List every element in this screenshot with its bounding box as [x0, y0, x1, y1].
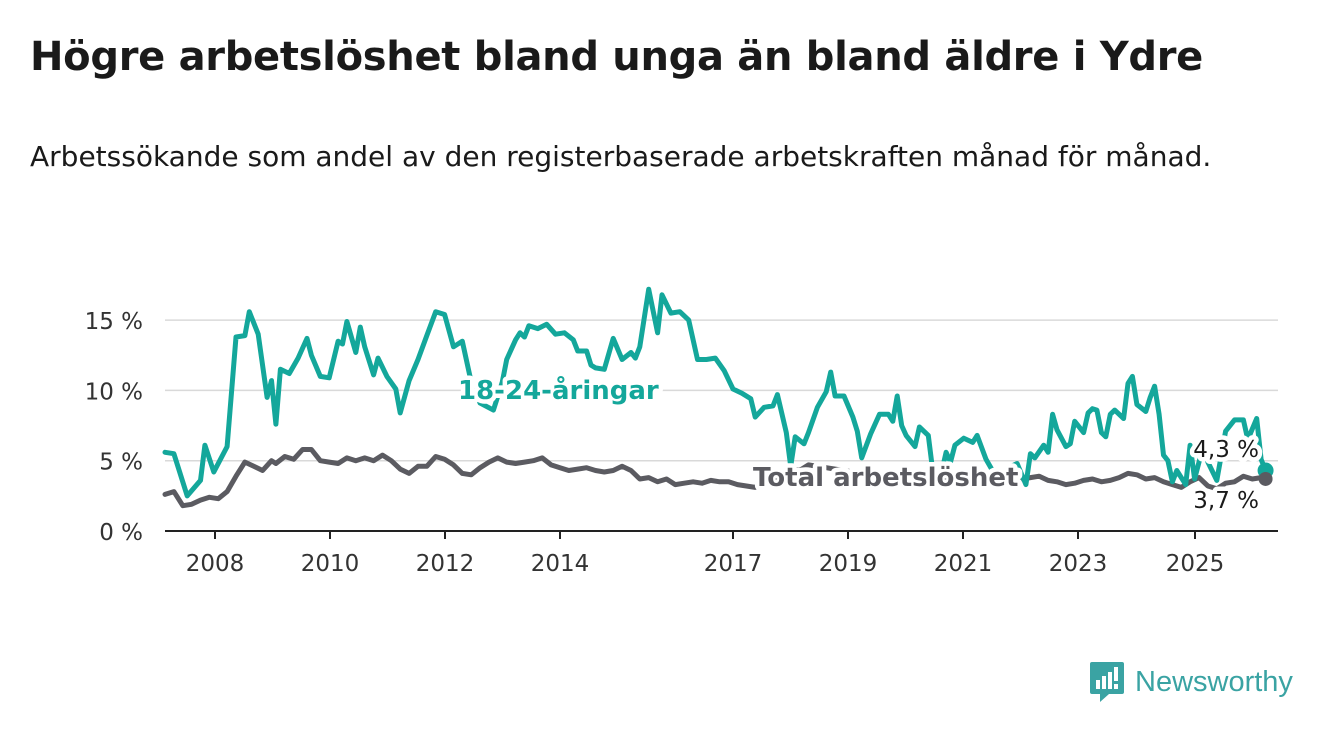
end-value-youth: 4,3 % — [1193, 437, 1259, 463]
newsworthy-logo: Newsworthy — [1089, 660, 1293, 704]
series-label-total-halo: Total arbetslöshet — [753, 463, 1018, 493]
series-label-total: Total arbetslöshet — [753, 463, 1018, 493]
y-tick-label: 15 % — [85, 309, 143, 335]
x-tick-label: 2010 — [301, 551, 360, 577]
grid-lines — [165, 319, 1278, 462]
y-tick-label: 10 % — [85, 379, 143, 405]
newsworthy-logo-icon — [1090, 662, 1124, 702]
x-tick-label: 2014 — [531, 551, 590, 577]
series-label-youth-halo: 18-24-åringar — [458, 374, 659, 406]
x-tick-label: 2019 — [819, 551, 878, 577]
y-tick-label: 0 % — [99, 520, 143, 546]
x-axis: 2008 2010 2012 2014 2017 2019 2021 2023 2025 — [165, 530, 1278, 577]
chart-title: Högre arbetslöshet bland unga än bland ä… — [30, 34, 1203, 80]
x-tick-label: 2017 — [704, 551, 763, 577]
series-label-youth: 18-24-åringar — [458, 374, 659, 406]
series-lines — [162, 286, 1269, 509]
series-line-total — [162, 447, 1269, 509]
x-tick-label: 2008 — [186, 551, 245, 577]
series-endpoint-total — [1258, 471, 1273, 486]
end-value-total: 3,7 % — [1193, 488, 1259, 514]
y-tick-label: 5 % — [99, 450, 143, 476]
x-tick-label: 2023 — [1049, 551, 1108, 577]
x-tick-label: 2021 — [934, 551, 993, 577]
y-axis-tick-labels: 0 % 5 % 10 % 15 % — [85, 309, 143, 546]
x-tick-label: 2025 — [1166, 551, 1225, 577]
end-value-youth-halo: 4,3 % — [1193, 437, 1259, 463]
brand-name: Newsworthy — [1135, 665, 1293, 698]
chart-subtitle: Arbetssökande som andel av den registerb… — [30, 140, 1212, 173]
x-tick-label: 2012 — [416, 551, 475, 577]
series-line-youth — [162, 286, 1269, 499]
end-value-total-halo: 3,7 % — [1193, 488, 1259, 514]
